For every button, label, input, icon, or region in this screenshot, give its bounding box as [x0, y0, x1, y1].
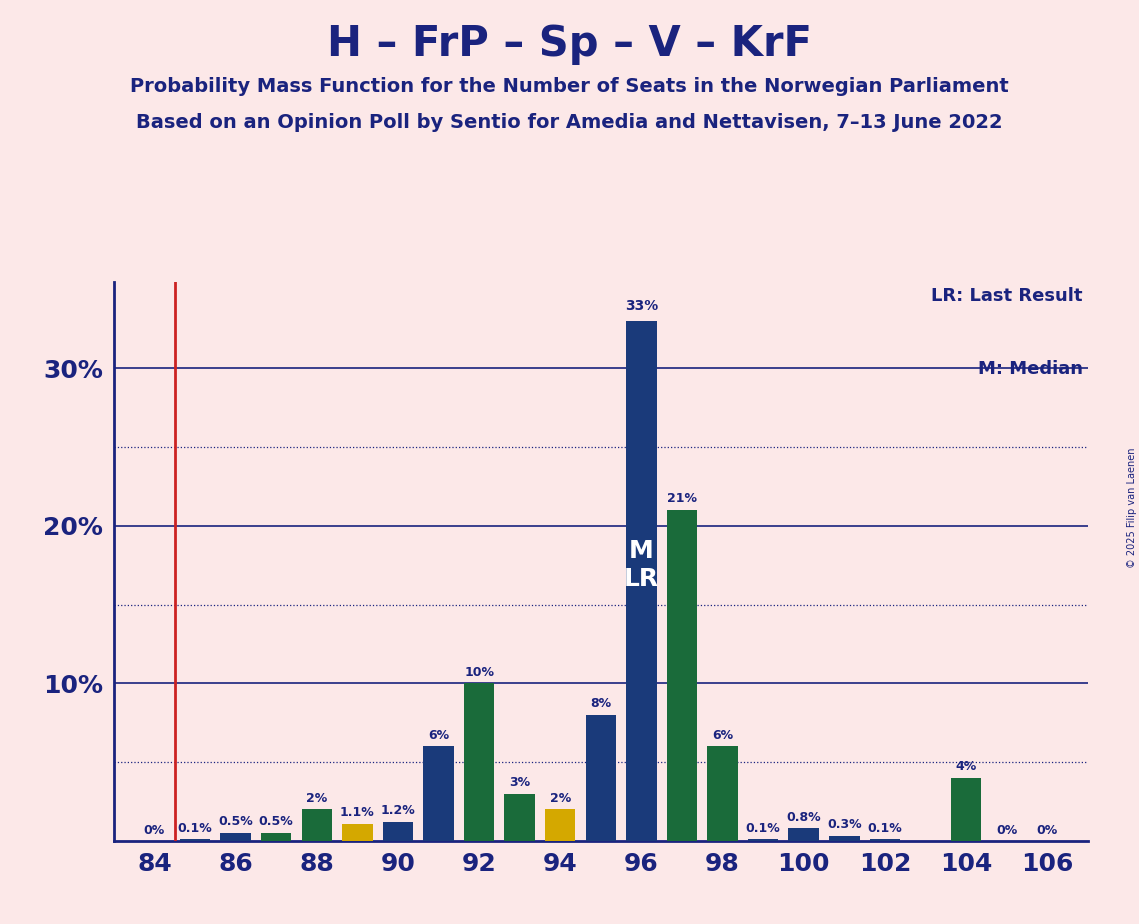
Bar [626, 322, 656, 841]
Text: 1.1%: 1.1% [339, 806, 375, 819]
Text: 0.1%: 0.1% [746, 821, 780, 834]
Bar [829, 836, 860, 841]
Text: 0%: 0% [995, 824, 1017, 837]
Text: 10%: 10% [464, 665, 494, 678]
Bar [748, 839, 778, 841]
Bar [464, 684, 494, 841]
Text: H – FrP – Sp – V – KrF: H – FrP – Sp – V – KrF [327, 23, 812, 65]
Bar [666, 510, 697, 841]
Bar [788, 828, 819, 841]
Text: 8%: 8% [590, 697, 612, 711]
Text: 0.5%: 0.5% [219, 815, 253, 828]
Bar [505, 794, 535, 841]
Text: 0.1%: 0.1% [178, 821, 213, 834]
Text: 4%: 4% [956, 760, 976, 773]
Text: 0.3%: 0.3% [827, 819, 861, 832]
Bar [342, 823, 372, 841]
Text: 6%: 6% [712, 729, 734, 742]
Text: 6%: 6% [428, 729, 449, 742]
Text: 0.1%: 0.1% [868, 821, 902, 834]
Text: 2%: 2% [306, 792, 327, 805]
Bar [707, 747, 738, 841]
Text: Based on an Opinion Poll by Sentio for Amedia and Nettavisen, 7–13 June 2022: Based on an Opinion Poll by Sentio for A… [137, 113, 1002, 132]
Bar [424, 747, 453, 841]
Bar [546, 809, 575, 841]
Bar [221, 833, 251, 841]
Text: Probability Mass Function for the Number of Seats in the Norwegian Parliament: Probability Mass Function for the Number… [130, 77, 1009, 96]
Text: © 2025 Filip van Laenen: © 2025 Filip van Laenen [1126, 448, 1137, 568]
Text: M
LR: M LR [624, 540, 659, 591]
Text: 33%: 33% [625, 299, 658, 313]
Text: 0%: 0% [1036, 824, 1058, 837]
Bar [383, 822, 413, 841]
Text: 1.2%: 1.2% [380, 804, 416, 817]
Text: 0%: 0% [144, 824, 165, 837]
Bar [870, 839, 900, 841]
Bar [585, 715, 616, 841]
Text: M: Median: M: Median [978, 360, 1083, 378]
Bar [302, 809, 331, 841]
Text: 21%: 21% [667, 492, 697, 505]
Text: 3%: 3% [509, 776, 531, 789]
Text: 0.8%: 0.8% [786, 810, 821, 823]
Bar [180, 839, 211, 841]
Text: 0.5%: 0.5% [259, 815, 294, 828]
Text: 2%: 2% [550, 792, 571, 805]
Bar [261, 833, 292, 841]
Text: LR: Last Result: LR: Last Result [932, 287, 1083, 306]
Bar [951, 778, 981, 841]
